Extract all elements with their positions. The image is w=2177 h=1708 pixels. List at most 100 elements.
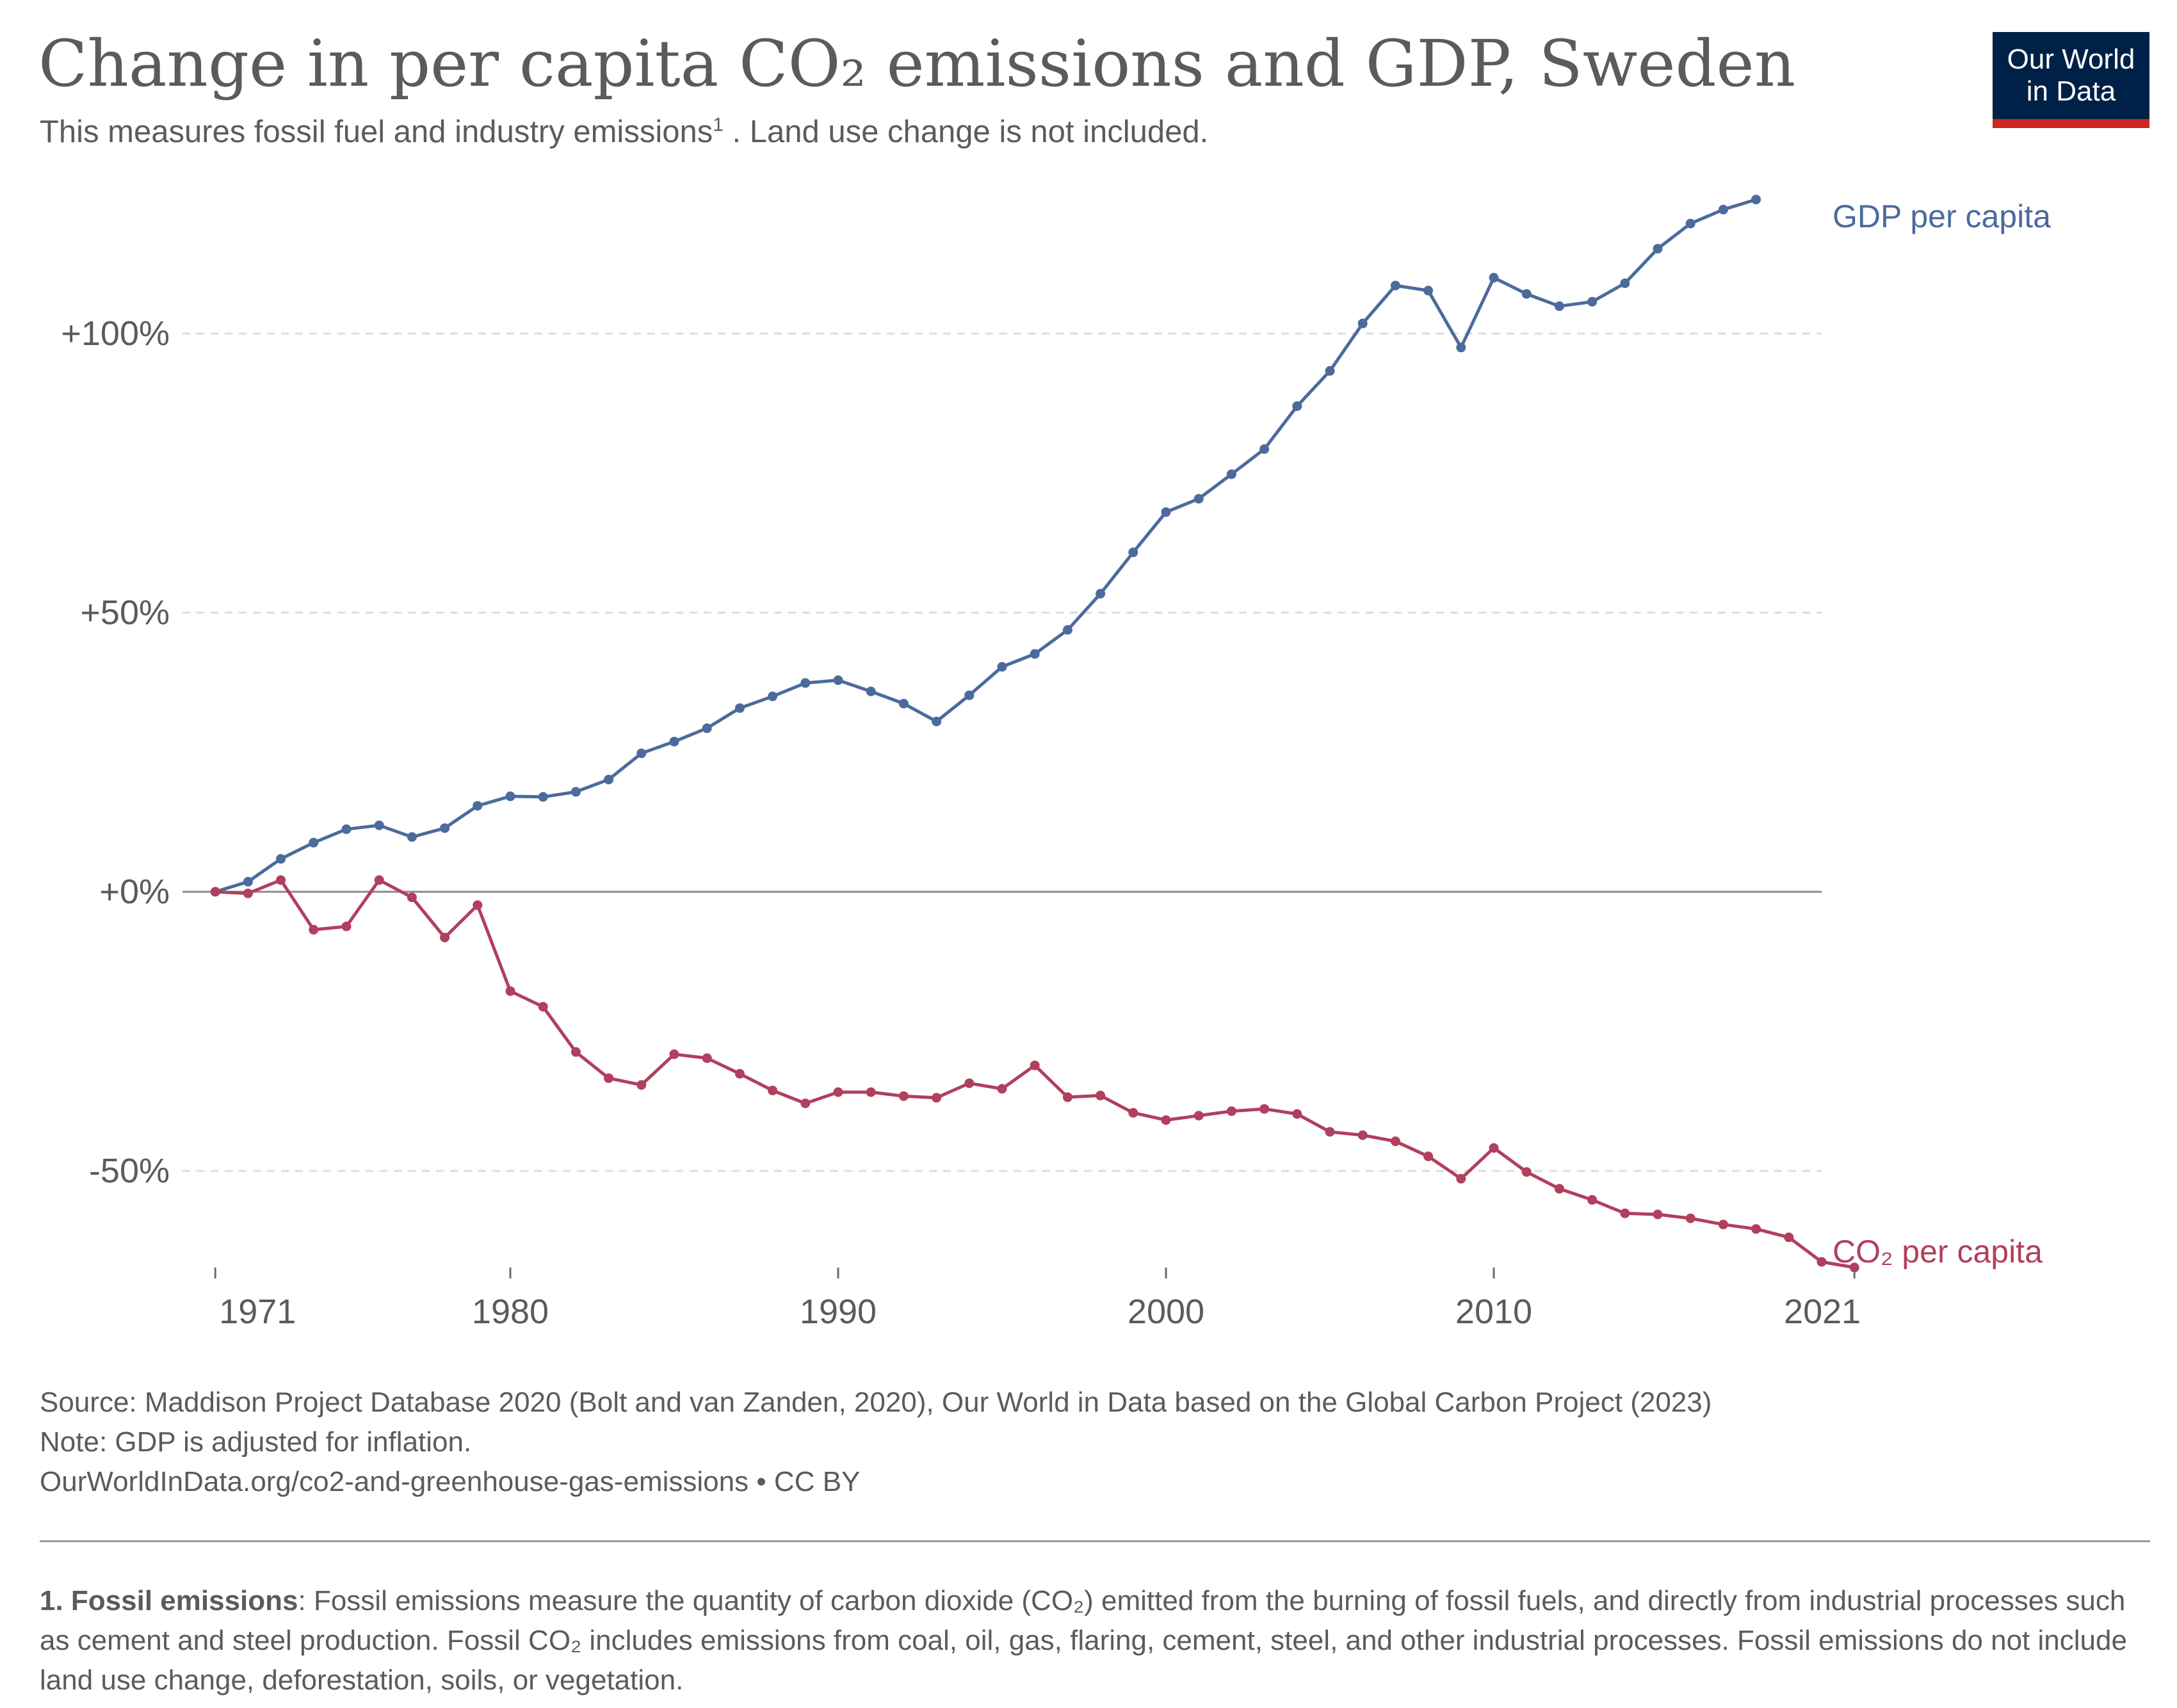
- x-tick-label: 1980: [472, 1293, 549, 1331]
- data-point: [1194, 494, 1204, 504]
- data-point: [1096, 588, 1106, 599]
- data-point: [1423, 1151, 1434, 1161]
- y-tick-label: +100%: [61, 314, 170, 353]
- data-point: [243, 889, 253, 899]
- data-point: [1653, 1209, 1663, 1220]
- data-point: [898, 698, 909, 709]
- data-point: [734, 1068, 745, 1079]
- data-point: [1423, 286, 1434, 296]
- data-point: [800, 1099, 811, 1108]
- data-point: [1161, 507, 1171, 517]
- owid-logo[interactable]: Our World in Data: [1993, 32, 2149, 128]
- data-point: [932, 1093, 942, 1103]
- data-point: [1325, 1127, 1335, 1137]
- data-point: [702, 723, 712, 733]
- data-point: [374, 875, 384, 885]
- data-point: [1096, 1090, 1106, 1100]
- data-point: [440, 933, 450, 942]
- data-point: [1128, 547, 1138, 558]
- data-point: [833, 675, 843, 685]
- data-point: [1784, 1232, 1794, 1243]
- data-point: [1587, 296, 1598, 307]
- data-point: [1357, 318, 1368, 328]
- data-point: [1554, 1184, 1564, 1194]
- data-point: [1226, 1106, 1236, 1116]
- data-point: [866, 1087, 876, 1097]
- footnote-ref[interactable]: 1: [713, 114, 724, 136]
- data-point: [1390, 280, 1400, 291]
- data-point: [604, 1073, 614, 1083]
- logo-red-bar: [1993, 119, 2149, 128]
- data-point: [1456, 342, 1466, 353]
- data-point: [702, 1053, 712, 1063]
- data-point: [1194, 1111, 1204, 1121]
- data-point: [243, 876, 253, 887]
- x-tick-label: 1971: [219, 1293, 296, 1331]
- data-point: [1128, 1108, 1138, 1118]
- data-point: [932, 716, 942, 727]
- data-point: [997, 1084, 1007, 1094]
- data-point: [1751, 195, 1761, 205]
- footnote-label: 1. Fossil emissions: [40, 1585, 298, 1616]
- data-point: [1653, 244, 1663, 254]
- data-point: [505, 986, 515, 996]
- data-point: [1062, 625, 1072, 635]
- data-point: [997, 662, 1007, 672]
- data-point: [1718, 1220, 1728, 1230]
- y-tick-label: +0%: [99, 873, 170, 911]
- data-point: [1292, 401, 1302, 411]
- source-text: Source: Maddison Project Database 2020 (…: [40, 1387, 1712, 1418]
- x-tick-label: 1990: [800, 1293, 877, 1331]
- x-tick-label: 2010: [1455, 1293, 1532, 1331]
- data-point: [473, 900, 483, 910]
- data-point: [1456, 1173, 1466, 1184]
- data-point: [276, 875, 286, 885]
- data-point: [1357, 1130, 1368, 1140]
- series-line-co2: [215, 878, 1855, 1269]
- data-point: [440, 823, 450, 834]
- data-point: [374, 820, 384, 830]
- series-line-gdp: [214, 198, 1757, 894]
- data-point: [341, 921, 352, 931]
- data-point: [1521, 1167, 1532, 1177]
- chart-subtitle: This measures fossil fuel and industry e…: [40, 114, 1208, 150]
- data-point: [309, 924, 319, 935]
- data-point: [1062, 1092, 1072, 1102]
- footnote-text: : Fossil emissions measure the quantity …: [40, 1585, 2127, 1696]
- data-point: [1685, 1213, 1695, 1223]
- y-tick-label: +50%: [80, 593, 170, 632]
- data-point: [571, 1047, 581, 1057]
- data-point: [1718, 204, 1728, 214]
- series-label: CO₂ per capita: [1833, 1234, 2043, 1269]
- data-point: [1817, 1257, 1827, 1267]
- data-point: [1489, 1143, 1499, 1153]
- data-point: [964, 690, 975, 700]
- url-license-text[interactable]: OurWorldInData.org/co2-and-greenhouse-ga…: [40, 1466, 861, 1497]
- chart-title: Change in per capita CO₂ emissions and G…: [38, 26, 1796, 101]
- footer-divider: [40, 1540, 2150, 1542]
- logo-line-2: in Data: [2026, 76, 2116, 107]
- data-point: [636, 1080, 647, 1090]
- note-text: Note: GDP is adjusted for inflation.: [40, 1426, 472, 1458]
- data-point: [604, 775, 614, 785]
- data-point: [1259, 1104, 1270, 1114]
- data-point: [1620, 278, 1630, 288]
- data-point: [1620, 1208, 1630, 1218]
- data-point: [407, 892, 417, 903]
- data-point: [1849, 1262, 1859, 1273]
- data-point: [898, 1091, 909, 1101]
- data-point: [210, 887, 220, 897]
- x-tick-label: 2000: [1128, 1293, 1204, 1331]
- data-point: [866, 686, 876, 697]
- chart-notes: Source: Maddison Project Database 2020 (…: [40, 1383, 1712, 1502]
- data-point: [309, 837, 319, 848]
- data-point: [1030, 649, 1040, 659]
- y-tick-label: -50%: [89, 1152, 170, 1190]
- data-point: [636, 748, 647, 759]
- data-point: [276, 854, 286, 864]
- data-point: [669, 736, 679, 746]
- logo-line-1: Our World: [2007, 44, 2135, 75]
- series-label: GDP per capita: [1833, 198, 2051, 234]
- x-tick-label: 2021: [1784, 1293, 1861, 1331]
- data-point: [407, 832, 417, 842]
